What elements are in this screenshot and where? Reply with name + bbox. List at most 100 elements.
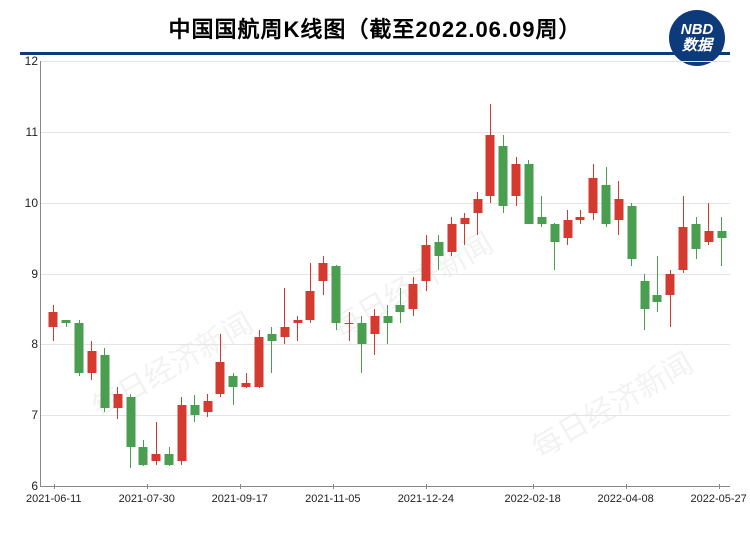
candle-body: [460, 218, 469, 224]
x-tick-label: 2021-11-05: [305, 493, 360, 505]
candle-body: [370, 316, 379, 334]
candle-body: [692, 224, 701, 249]
candle-body: [177, 405, 186, 462]
candle: [704, 61, 713, 486]
candle-body: [537, 217, 546, 224]
candle-body: [614, 199, 623, 220]
candle-body: [49, 312, 58, 326]
x-tick-mark: [719, 484, 720, 489]
candle: [332, 61, 341, 486]
candle-body: [602, 185, 611, 224]
candle-body: [280, 327, 289, 338]
candle: [653, 61, 662, 486]
candle-body: [62, 320, 71, 324]
candle: [396, 61, 405, 486]
candle-body: [563, 220, 572, 238]
y-axis: 6789101112: [12, 61, 38, 487]
x-tick-mark: [533, 484, 534, 489]
candle: [447, 61, 456, 486]
candle: [550, 61, 559, 486]
candle-body: [473, 199, 482, 213]
candle-body: [87, 351, 96, 372]
candle-body: [267, 334, 276, 341]
candle-body: [126, 397, 135, 447]
candle-body: [100, 355, 109, 408]
candle: [242, 61, 251, 486]
x-tick-label: 2021-09-17: [212, 493, 268, 505]
candle-body: [242, 383, 251, 387]
title-divider: [20, 52, 730, 55]
candle-body: [679, 227, 688, 270]
candle-body: [717, 231, 726, 238]
x-tick-mark: [54, 484, 55, 489]
candle-body: [216, 362, 225, 394]
x-tick-mark: [426, 484, 427, 489]
candle: [75, 61, 84, 486]
candle: [576, 61, 585, 486]
x-tick-label: 2021-06-11: [26, 493, 81, 505]
candle: [434, 61, 443, 486]
candle: [190, 61, 199, 486]
candle-body: [113, 394, 122, 408]
candle-body: [486, 135, 495, 195]
candle: [692, 61, 701, 486]
y-tick-label: 10: [12, 196, 38, 210]
candle-body: [165, 454, 174, 465]
title-bar: 中国国航周K线图（截至2022.06.09周） NBD 数据: [0, 0, 750, 52]
candle-body: [512, 164, 521, 196]
candle: [177, 61, 186, 486]
x-tick-label: 2021-12-24: [398, 493, 454, 505]
candle: [113, 61, 122, 486]
candle-wick: [349, 312, 350, 340]
candle: [165, 61, 174, 486]
candle: [717, 61, 726, 486]
candle: [293, 61, 302, 486]
x-tick-label: 2022-05-27: [691, 493, 747, 505]
candle: [100, 61, 109, 486]
candle: [627, 61, 636, 486]
candle-body: [447, 224, 456, 252]
candle-body: [627, 206, 636, 259]
candle: [319, 61, 328, 486]
candle: [229, 61, 238, 486]
x-tick-mark: [626, 484, 627, 489]
candle: [473, 61, 482, 486]
candle-wick: [387, 305, 388, 344]
y-tick-label: 7: [12, 408, 38, 422]
candle: [62, 61, 71, 486]
candle-body: [640, 281, 649, 309]
candle: [306, 61, 315, 486]
x-tick-mark: [240, 484, 241, 489]
candle: [409, 61, 418, 486]
candle-body: [434, 242, 443, 256]
candle-body: [653, 295, 662, 302]
logo-line1: NBD: [681, 22, 714, 39]
candle: [640, 61, 649, 486]
candle-body: [550, 224, 559, 242]
candle-body: [190, 405, 199, 416]
x-axis: 2021-06-112021-07-302021-09-172021-11-05…: [40, 489, 730, 511]
candle: [267, 61, 276, 486]
candle-body: [75, 323, 84, 373]
candle-body: [666, 274, 675, 295]
candle: [524, 61, 533, 486]
candle: [87, 61, 96, 486]
candle-body: [524, 164, 533, 224]
candle-body: [589, 178, 598, 213]
candle-body: [319, 263, 328, 281]
chart-title: 中国国航周K线图（截至2022.06.09周）: [169, 12, 582, 44]
candle-body: [357, 323, 366, 344]
candle: [255, 61, 264, 486]
candle-body: [422, 245, 431, 280]
nbd-logo: NBD 数据: [669, 10, 725, 66]
y-tick-label: 11: [12, 125, 38, 139]
candle: [152, 61, 161, 486]
x-tick-label: 2022-02-18: [504, 493, 560, 505]
candle: [357, 61, 366, 486]
candle-body: [576, 217, 585, 221]
candle-body: [332, 266, 341, 323]
candle: [422, 61, 431, 486]
candle-body: [293, 320, 302, 324]
candle: [499, 61, 508, 486]
candle-body: [203, 401, 212, 412]
